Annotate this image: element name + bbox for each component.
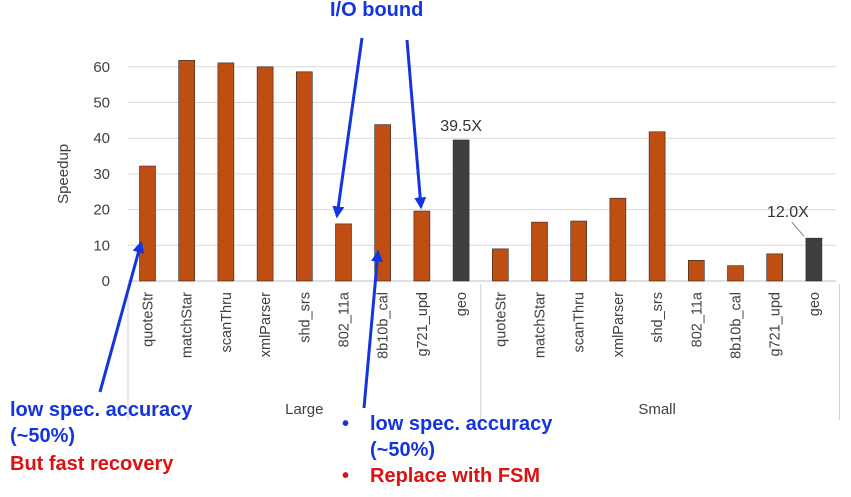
- bar-small-scanThru: [570, 220, 588, 282]
- bar-large-geo: [452, 139, 470, 282]
- bars-layer: [139, 60, 823, 282]
- y-tick-label: 30: [93, 166, 110, 183]
- bar-small-8b10b_cal: [727, 265, 744, 282]
- x-tick-label: scanThru: [219, 292, 235, 352]
- io-bound-arrow-left: [332, 37, 364, 219]
- io-bound-arrow-right: [405, 39, 427, 210]
- bar-large-g721_upd: [413, 210, 431, 282]
- bar-large-8b10b_cal: [374, 124, 392, 282]
- left-recovery-annotation: But fast recovery: [10, 453, 174, 475]
- x-tick-label: 802_11a: [337, 291, 353, 347]
- bar-large-xmlParser: [256, 66, 274, 282]
- group-label: Large: [285, 401, 323, 418]
- bullet-marker: •: [342, 413, 350, 435]
- y-tick-label: 20: [93, 202, 110, 219]
- x-tick-label: geo: [807, 292, 823, 316]
- left-accuracy-annotation: low spec. accuracy: [10, 399, 193, 421]
- x-tick-label: 802_11a: [689, 291, 705, 347]
- mid-fsm-annotation: • Replace with FSM: [342, 464, 540, 488]
- y-tick-label: 0: [102, 273, 110, 290]
- data-label: 12.0X: [767, 204, 809, 221]
- bar-small-g721_upd: [766, 253, 784, 282]
- bar-small-geo: [805, 237, 823, 282]
- mid-accuracy-text: low spec. accuracy: [370, 413, 553, 435]
- y-tick-label: 40: [93, 130, 110, 147]
- bar-large-matchStar: [178, 60, 195, 282]
- x-tick-label: g721_upd: [768, 292, 784, 357]
- grid-layer: [127, 66, 840, 420]
- labels-layer: 0 10 20 30 40 50 60 Speedup quoteStr matchStar sca…: [55, 59, 823, 418]
- group-label: Small: [638, 401, 676, 418]
- bar-large-shd_srs: [295, 71, 313, 282]
- y-tick-label: 60: [93, 59, 110, 76]
- y-tick-label: 10: [93, 237, 110, 254]
- arrows-layer: [98, 37, 427, 409]
- mid-fsm-text: Replace with FSM: [370, 465, 541, 487]
- bar-small-matchStar: [531, 221, 548, 282]
- x-tick-label: matchStar: [533, 292, 549, 358]
- x-tick-label: quoteStr: [493, 292, 509, 347]
- left-accuracy-percent: (~50%): [10, 425, 76, 447]
- x-tick-label: 8b10b_cal: [729, 292, 745, 359]
- x-tick-label: g721_upd: [415, 292, 431, 357]
- y-axis-title: Speedup: [55, 144, 72, 204]
- data-label-leader: [791, 221, 805, 237]
- bar-small-quoteStr: [491, 248, 509, 282]
- x-tick-label: quoteStr: [141, 292, 157, 347]
- y-tick-label: 50: [93, 95, 110, 112]
- x-tick-label: 8b10b_cal: [376, 292, 392, 359]
- bar-small-xmlParser: [609, 197, 627, 282]
- x-tick-label: matchStar: [180, 292, 196, 358]
- x-tick-label: xmlParser: [258, 292, 274, 357]
- mid-accuracy-annotation: • low spec. accuracy: [342, 412, 552, 436]
- bar-large-scanThru: [217, 62, 235, 282]
- mid-annotation-arrow: [362, 249, 384, 409]
- data-label: 39.5X: [440, 118, 482, 135]
- x-tick-label: scanThru: [572, 292, 588, 352]
- x-tick-label: geo: [454, 292, 470, 316]
- x-tick-label: shd_srs: [650, 292, 666, 343]
- io-bound-annotation: I/O bound: [330, 0, 424, 21]
- bar-small-shd_srs: [648, 131, 666, 282]
- bullet-marker: •: [342, 465, 350, 487]
- mid-accuracy-percent: (~50%): [370, 439, 436, 461]
- bar-large-802_11a: [335, 223, 352, 282]
- left-annotation-arrow: [98, 240, 145, 393]
- x-tick-label: xmlParser: [611, 292, 627, 357]
- x-tick-label: shd_srs: [297, 292, 313, 343]
- bar-small-802_11a: [687, 259, 705, 282]
- bar-large-quoteStr: [139, 165, 156, 282]
